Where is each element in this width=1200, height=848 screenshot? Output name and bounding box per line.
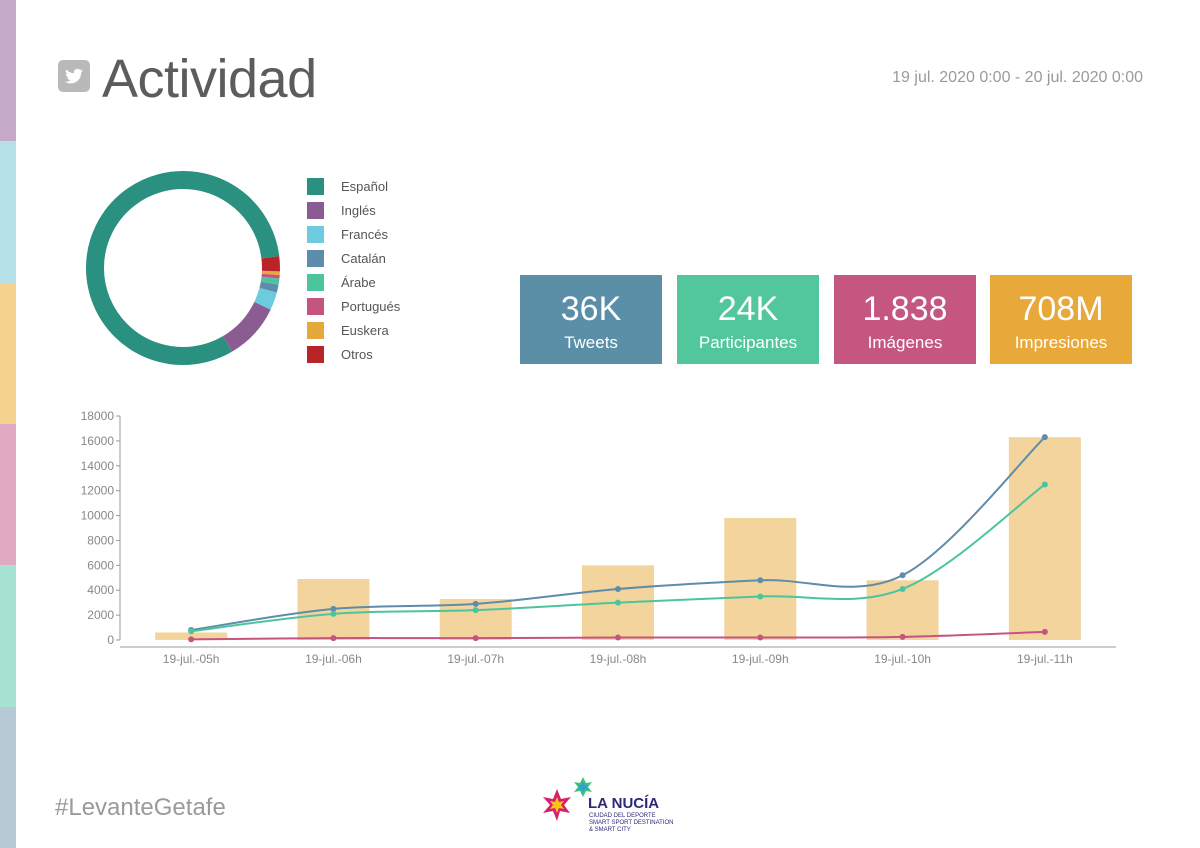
series-point	[899, 572, 906, 579]
legend-swatch	[307, 297, 324, 315]
twitter-icon	[58, 60, 90, 92]
kpi-card: 24K Participantes	[677, 275, 819, 364]
side-strip-segment	[0, 141, 16, 283]
y-tick-label: 16000	[81, 434, 115, 448]
bar	[1008, 437, 1081, 640]
legend-label: Euskera	[341, 322, 389, 338]
language-donut-chart	[86, 171, 280, 365]
side-color-strip	[0, 0, 16, 848]
x-tick-label: 19-jul.-07h	[447, 652, 504, 666]
kpi-label: Tweets	[564, 333, 618, 352]
legend-label: Inglés	[341, 202, 376, 218]
donut-slice	[86, 171, 280, 365]
series-point	[757, 577, 764, 584]
date-range: 19 jul. 2020 0:00 - 20 jul. 2020 0:00	[892, 69, 1143, 86]
side-strip-segment	[0, 423, 16, 566]
series-point	[330, 605, 337, 612]
legend-label: Francés	[341, 226, 388, 242]
kpi-value: 24K	[717, 290, 779, 328]
series-point	[472, 607, 479, 614]
y-tick-label: 4000	[87, 583, 114, 597]
series-point	[615, 634, 621, 641]
legend-item: Español	[307, 174, 400, 198]
kpi-label: Impresiones	[1014, 333, 1108, 352]
y-tick-label: 0	[107, 633, 114, 647]
donut-slice	[222, 301, 271, 352]
series-point	[188, 636, 195, 643]
series-point	[330, 635, 337, 642]
kpi-label: Participantes	[698, 333, 798, 352]
hashtag: #LevanteGetafe	[55, 794, 226, 821]
x-tick-label: 19-jul.-10h	[874, 652, 931, 666]
series-point	[757, 634, 764, 641]
series-point	[757, 593, 764, 600]
kpi-value: 1.838	[862, 290, 948, 328]
legend-label: Otros	[341, 346, 373, 362]
donut-slice	[260, 276, 280, 285]
series-point	[1041, 628, 1048, 635]
y-tick-label: 8000	[87, 533, 114, 547]
y-tick-label: 14000	[81, 459, 115, 473]
legend-swatch	[307, 321, 324, 339]
series-point	[615, 599, 621, 606]
bar	[155, 632, 228, 640]
x-tick-label: 19-jul.-05h	[163, 652, 220, 666]
series-point	[1041, 434, 1048, 441]
y-tick-label: 10000	[81, 509, 115, 523]
activity-chart: 0 2000 4000 6000 8000 10000 12000 14000 16000 180…	[81, 409, 1116, 666]
legend-swatch	[307, 345, 324, 363]
legend-item: Otros	[307, 342, 400, 366]
kpi-label: Imágenes	[867, 333, 943, 352]
legend-swatch	[307, 177, 324, 195]
series-point	[330, 610, 337, 617]
x-tick-label: 19-jul.-08h	[590, 652, 647, 666]
language-legend: Español Inglés Francés Catalán Árabe Portugué…	[307, 174, 400, 366]
side-strip-segment	[0, 565, 16, 707]
kpi-card: 708M Impresiones	[990, 275, 1132, 364]
legend-item: Francés	[307, 222, 400, 246]
x-tick-label: 19-jul.-06h	[305, 652, 362, 666]
logo-title: LA NUCÍA	[588, 795, 660, 812]
legend-label: Portugués	[341, 298, 401, 314]
legend-swatch	[307, 249, 324, 267]
legend-swatch	[307, 201, 324, 219]
series-point	[615, 585, 621, 592]
legend-item: Portugués	[307, 294, 400, 318]
series-point	[472, 600, 479, 607]
legend-item: Inglés	[307, 198, 400, 222]
kpi-value: 36K	[560, 290, 622, 328]
kpi-card: 36K Tweets	[520, 275, 662, 364]
series-point	[899, 585, 906, 592]
series-point	[1041, 481, 1048, 488]
y-tick-label: 2000	[87, 608, 114, 622]
legend-item: Árabe	[307, 270, 400, 294]
kpi-card: 1.838 Imágenes	[834, 275, 976, 364]
side-strip-segment	[0, 706, 16, 848]
kpi-value: 708M	[1018, 290, 1104, 328]
legend-item: Euskera	[307, 318, 400, 342]
legend-swatch	[307, 273, 324, 291]
y-tick-label: 6000	[87, 558, 114, 572]
legend-label: Catalán	[341, 250, 386, 266]
la-nucia-logo	[543, 777, 592, 821]
legend-label: Árabe	[341, 274, 376, 290]
logo-subtitle: CIUDAD DEL DEPORTE SMART SPORT DESTINATI…	[589, 813, 674, 833]
donut-slice	[259, 281, 279, 293]
side-strip-segment	[0, 282, 16, 424]
y-tick-label: 18000	[81, 409, 115, 423]
series-point	[472, 635, 479, 642]
x-tick-label: 19-jul.-11h	[1017, 652, 1073, 666]
series-point	[188, 628, 195, 635]
page-title: Actividad	[102, 49, 317, 109]
legend-item: Catalán	[307, 246, 400, 270]
series-point	[899, 633, 906, 640]
y-tick-label: 12000	[81, 484, 115, 498]
legend-label: Español	[341, 178, 388, 194]
donut-slice	[261, 256, 280, 272]
x-tick-label: 19-jul.-09h	[732, 652, 789, 666]
side-strip-segment	[0, 0, 16, 142]
donut-slice	[254, 287, 277, 310]
legend-swatch	[307, 225, 324, 243]
